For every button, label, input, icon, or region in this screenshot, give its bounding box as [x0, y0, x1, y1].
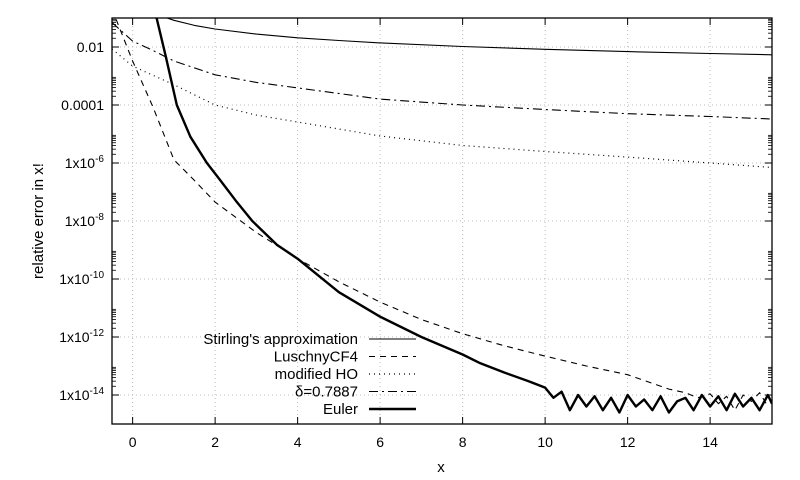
series-group [112, 18, 772, 414]
y-tick-label: 1x10-14 [59, 386, 104, 403]
y-tick-label-exponent: -10 [90, 270, 105, 281]
legend-label: Euler [323, 401, 358, 418]
series-line-5 [155, 18, 772, 414]
y-tick-label-base: 1x10 [65, 155, 96, 171]
y-tick-label-exponent: -14 [90, 386, 105, 397]
x-tick-label: 0 [129, 434, 137, 450]
ticks: 0 2 4 6 8 10 12 140.010.00011x10-61x10-81x10-10… [59, 18, 772, 450]
y-tick-label-base: 1x10 [59, 329, 90, 345]
y-tick-label-base: 1x10 [59, 271, 90, 287]
x-tick-label: 10 [537, 434, 553, 450]
y-tick-label: 1x10-8 [65, 212, 105, 229]
y-tick-label: 1x10-12 [59, 328, 104, 345]
y-tick-label: 1x10-6 [65, 154, 105, 171]
grid [112, 18, 772, 424]
plot-border [111, 17, 773, 425]
legend: Stirling's approximationLuschnyCF4modifi… [203, 331, 416, 418]
x-tick-label: 14 [702, 434, 718, 450]
x-tick-label: 12 [620, 434, 636, 450]
y-tick-label-exponent: -6 [95, 154, 104, 165]
series-line-4 [112, 22, 772, 120]
x-tick-label: 6 [376, 434, 384, 450]
x-tick-label: 4 [294, 434, 302, 450]
y-tick-label: 0.01 [77, 39, 104, 55]
series-line-1 [165, 18, 772, 56]
legend-label: Stirling's approximation [203, 331, 358, 348]
y-tick-label: 0.0001 [61, 97, 104, 113]
legend-label: modified HO [275, 366, 358, 383]
y-tick-label-exponent: -8 [95, 212, 104, 223]
x-tick-label: 2 [211, 434, 219, 450]
legend-label: δ=0.7887 [295, 384, 358, 401]
y-tick-label-base: 0.0001 [61, 97, 104, 113]
y-axis-label: relative error in x! [30, 163, 47, 279]
y-tick-label-base: 1x10 [59, 387, 90, 403]
series-line-3 [112, 48, 772, 169]
y-tick-label: 1x10-10 [59, 270, 104, 287]
legend-label: LuschnyCF4 [274, 349, 358, 366]
x-tick-label: 8 [459, 434, 467, 450]
y-tick-label-exponent: -12 [90, 328, 105, 339]
x-axis-label: x [437, 459, 445, 476]
y-tick-label-base: 1x10 [65, 213, 96, 229]
y-tick-label-base: 0.01 [77, 39, 104, 55]
series-line-2 [115, 19, 769, 411]
